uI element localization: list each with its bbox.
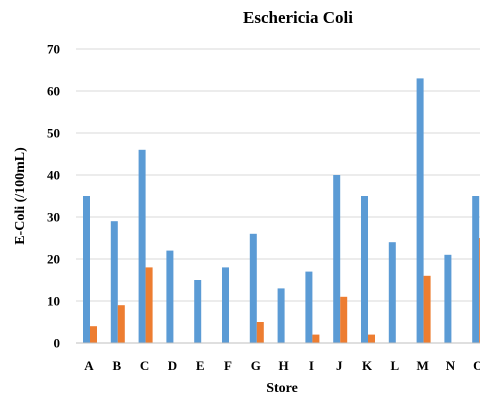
- bar-series-1-n: [444, 254, 452, 343]
- bar-series-2-k: [368, 334, 375, 343]
- chart-title: Eschericia Coli: [243, 8, 353, 27]
- y-axis-label: E-Coli (/100mL): [13, 147, 28, 245]
- bar-series-1-i: [305, 271, 313, 343]
- y-tick-label: 10: [47, 294, 60, 309]
- bar-series-1-g: [249, 233, 257, 343]
- bars: [83, 78, 480, 344]
- y-axis-ticks: 0 10 20 30 40 50 60 70: [47, 42, 60, 351]
- bar-series-2-a: [90, 326, 97, 343]
- x-tick-label: B: [112, 358, 121, 373]
- y-tick-label: 70: [47, 42, 60, 57]
- x-axis-ticks: A B C D E F G H I J K L M N O: [84, 358, 480, 373]
- x-tick-label: L: [390, 358, 399, 373]
- y-tick-label: 50: [47, 126, 60, 141]
- x-tick-label: F: [224, 358, 232, 373]
- x-tick-label: E: [196, 358, 205, 373]
- bar-series-1-f: [222, 267, 229, 343]
- bar-series-2-b: [117, 305, 125, 343]
- bar-series-1-b: [110, 221, 118, 343]
- x-tick-label: O: [473, 358, 480, 373]
- y-tick-label: 40: [47, 168, 60, 183]
- bar-series-1-o: [472, 196, 480, 343]
- x-tick-label: K: [362, 358, 373, 373]
- bar-series-2-j: [340, 296, 348, 343]
- x-tick-label: M: [416, 358, 428, 373]
- bar-series-2-m: [423, 275, 431, 343]
- x-tick-label: H: [279, 358, 289, 373]
- x-tick-label: I: [309, 358, 314, 373]
- x-tick-label: N: [446, 358, 456, 373]
- y-tick-label: 30: [47, 210, 60, 225]
- bar-series-2-g: [256, 322, 264, 343]
- bar-series-1-e: [194, 280, 202, 343]
- x-tick-label: C: [140, 358, 149, 373]
- y-tick-label: 20: [47, 252, 60, 267]
- x-tick-label: J: [336, 358, 343, 373]
- bar-series-1-j: [333, 175, 341, 343]
- x-tick-label: G: [251, 358, 261, 373]
- x-axis-label: Store: [266, 381, 298, 396]
- y-tick-label: 60: [47, 84, 60, 99]
- bar-series-1-h: [277, 288, 285, 343]
- bar-series-1-l: [388, 242, 396, 343]
- bar-series-1-a: [83, 196, 90, 343]
- bar-series-1-c: [138, 149, 146, 343]
- x-tick-label: A: [84, 358, 94, 373]
- y-tick-label: 0: [54, 336, 61, 351]
- bar-series-1-m: [416, 78, 424, 344]
- bar-series-1-d: [166, 250, 174, 343]
- x-tick-label: D: [168, 358, 177, 373]
- bar-series-2-i: [312, 334, 320, 343]
- bar-series-2-c: [145, 267, 153, 343]
- bar-series-1-k: [361, 196, 368, 343]
